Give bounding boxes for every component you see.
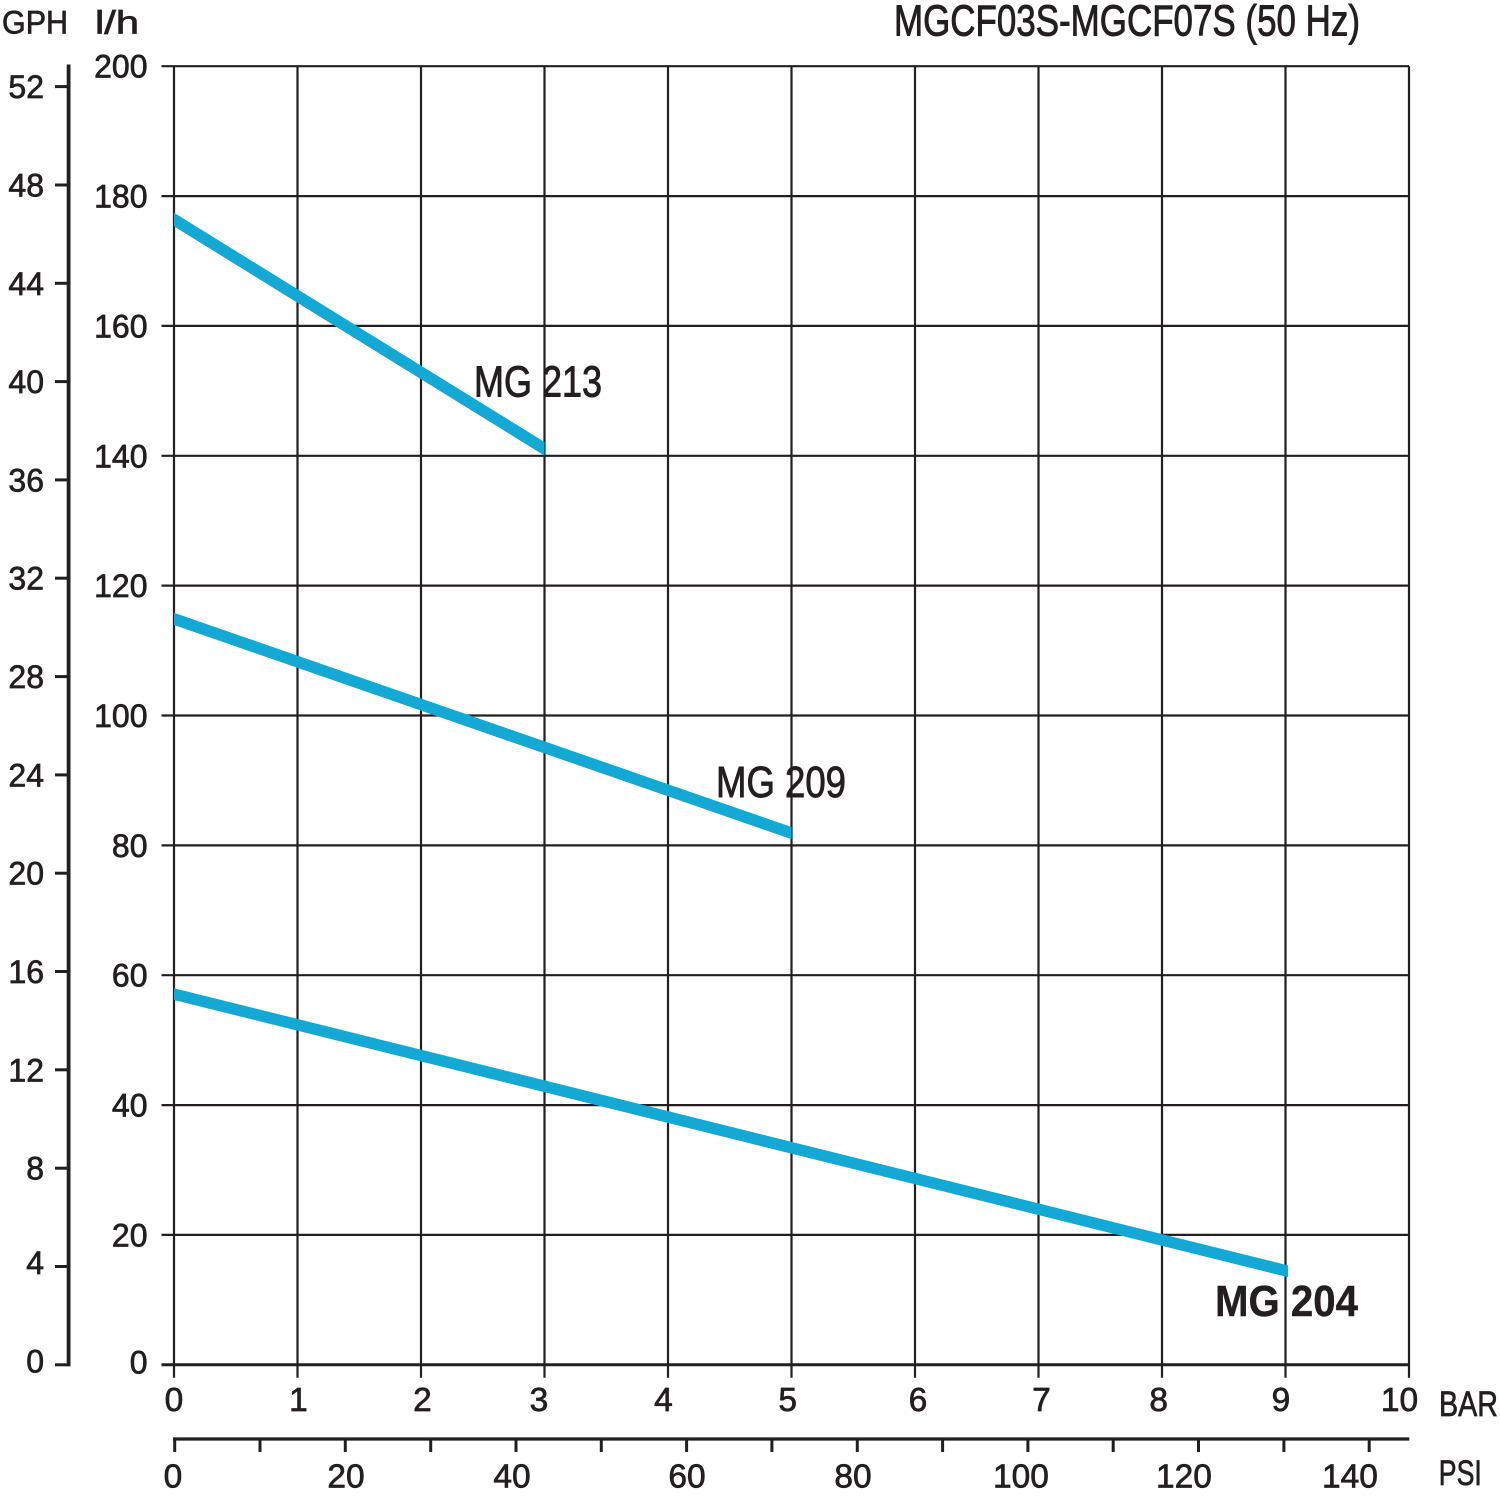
svg-text:40: 40 <box>112 1088 148 1124</box>
svg-text:44: 44 <box>8 266 44 302</box>
svg-text:4: 4 <box>26 1245 44 1281</box>
svg-text:20: 20 <box>112 1217 148 1253</box>
svg-text:40: 40 <box>493 1459 530 1496</box>
svg-text:l/h: l/h <box>95 5 139 41</box>
svg-text:8: 8 <box>26 1151 44 1187</box>
svg-text:0: 0 <box>130 1344 148 1380</box>
svg-text:180: 180 <box>94 179 147 215</box>
svg-text:MG 209: MG 209 <box>716 758 846 807</box>
svg-text:52: 52 <box>8 69 44 105</box>
svg-text:PSI: PSI <box>1439 1454 1482 1493</box>
svg-text:36: 36 <box>8 462 44 498</box>
svg-text:4: 4 <box>654 1382 673 1419</box>
svg-text:60: 60 <box>112 958 148 994</box>
svg-text:48: 48 <box>8 167 44 203</box>
svg-text:5: 5 <box>778 1382 797 1419</box>
svg-text:60: 60 <box>668 1459 705 1496</box>
svg-text:9: 9 <box>1272 1382 1291 1419</box>
svg-text:80: 80 <box>112 828 148 864</box>
svg-text:16: 16 <box>8 954 44 990</box>
svg-text:100: 100 <box>94 698 147 734</box>
svg-text:100: 100 <box>993 1459 1049 1496</box>
svg-text:3: 3 <box>530 1382 549 1419</box>
svg-text:2: 2 <box>413 1382 432 1419</box>
svg-text:140: 140 <box>1322 1459 1378 1496</box>
svg-text:7: 7 <box>1032 1382 1051 1419</box>
svg-text:80: 80 <box>834 1459 871 1496</box>
svg-text:8: 8 <box>1149 1382 1168 1419</box>
svg-text:28: 28 <box>8 659 44 695</box>
svg-text:20: 20 <box>8 856 44 892</box>
svg-text:24: 24 <box>8 757 44 793</box>
svg-text:0: 0 <box>165 1382 184 1419</box>
svg-text:1: 1 <box>289 1382 308 1419</box>
svg-text:40: 40 <box>8 364 44 400</box>
svg-text:6: 6 <box>909 1382 928 1419</box>
svg-text:32: 32 <box>8 561 44 597</box>
svg-text:0: 0 <box>26 1343 44 1379</box>
svg-text:GPH: GPH <box>2 5 68 41</box>
svg-text:120: 120 <box>1156 1459 1212 1496</box>
svg-text:10: 10 <box>1381 1382 1418 1419</box>
svg-text:MG 213: MG 213 <box>474 358 602 407</box>
svg-text:200: 200 <box>94 49 147 85</box>
svg-text:140: 140 <box>94 438 147 474</box>
svg-text:120: 120 <box>94 568 147 604</box>
svg-text:160: 160 <box>94 308 147 344</box>
svg-text:MG 204: MG 204 <box>1215 1277 1358 1326</box>
svg-text:12: 12 <box>8 1052 44 1088</box>
svg-text:20: 20 <box>327 1459 364 1496</box>
svg-text:0: 0 <box>164 1459 183 1496</box>
svg-text:MGCF03S-MGCF07S (50 Hz): MGCF03S-MGCF07S (50 Hz) <box>894 0 1360 46</box>
svg-text:BAR: BAR <box>1439 1385 1498 1424</box>
